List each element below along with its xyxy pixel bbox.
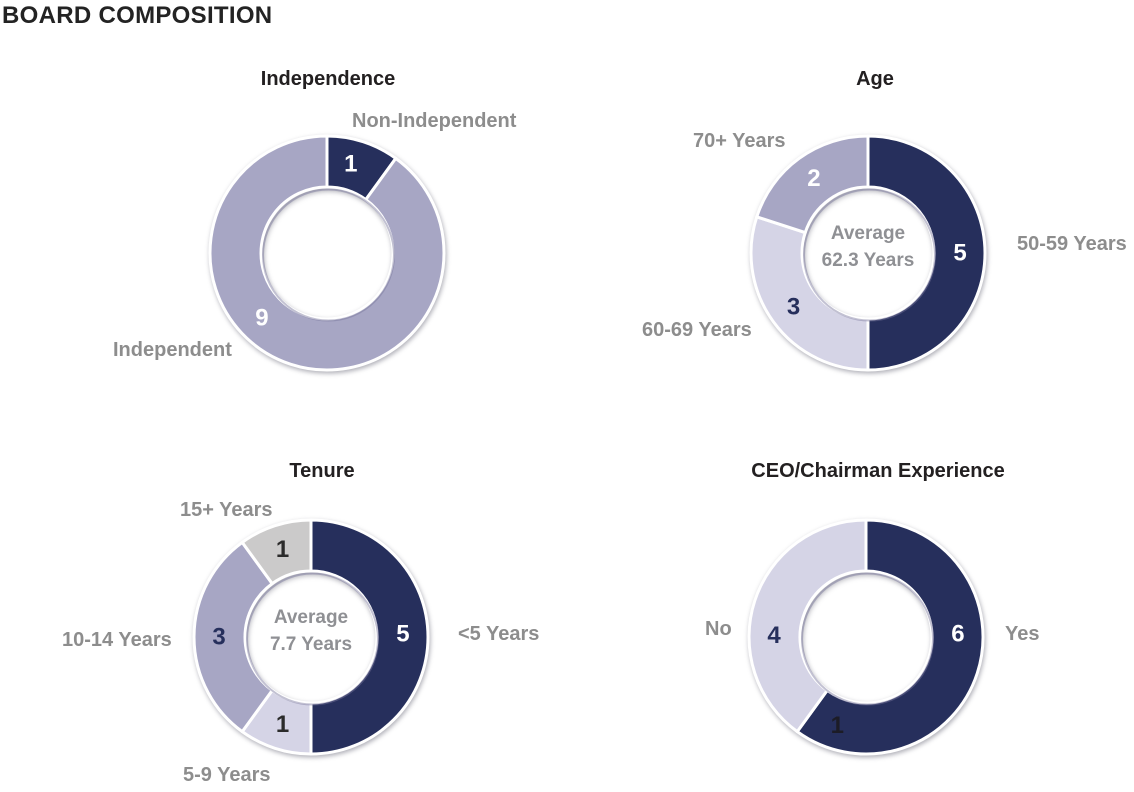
chart-title: Age [856, 68, 894, 90]
category-label-yes: Yes [1005, 623, 1040, 645]
donut-chart: 5 3 2 Average 62.3 Years [749, 134, 987, 372]
chart-title: CEO/Chairman Experience [751, 460, 1005, 482]
donut-segment-no [747, 518, 868, 734]
category-label-15-years: 15+ Years [180, 499, 273, 521]
segment-value-label: 6 [951, 620, 964, 647]
chart-title: Independence [260, 68, 396, 90]
donut-segment-10-14-years [192, 540, 274, 734]
segment-value-label: 1 [831, 712, 844, 739]
center-label: Average 7.7 Years [270, 607, 352, 655]
category-label-non-independent: Non-Independent [352, 110, 517, 132]
category-label-70-years: 70+ Years [693, 130, 786, 152]
category-label-5-9-years: 5-9 Years [183, 764, 271, 786]
category-label-5-years: <5 Years [458, 623, 540, 645]
chart-title: Tenure [289, 460, 355, 482]
donut-segment-50-59-years [866, 134, 987, 372]
segment-value-label: 1 [276, 711, 289, 738]
hole-rim-shading [801, 572, 934, 706]
donut-segment-15-years [240, 518, 313, 586]
chart-independence: 1 9 Independence Non-Independent Independent [113, 69, 516, 388]
donut-chart: 5 1 3 1 Average 7.7 Years [192, 518, 430, 756]
category-label-independent: Independent [113, 339, 232, 361]
category-label-no: No [705, 618, 732, 640]
donut-segment-independent [208, 134, 446, 372]
hole-rim-shading [803, 188, 936, 322]
donut-segment-60-69-years [749, 215, 870, 372]
segment-value-label: 9 [255, 305, 268, 332]
segment-value-label: 2 [807, 165, 820, 192]
category-label-50-59-years: 50-59 Years [1017, 233, 1127, 255]
page-title: BOARD COMPOSITION [2, 2, 273, 29]
segment-value-label: 3 [212, 624, 225, 651]
donut-segment-yes [795, 518, 985, 756]
segment-value-label: 1 [344, 151, 357, 178]
center-label: Average 62.3 Years [822, 223, 915, 271]
category-label-60-69-years: 60-69 Years [642, 319, 752, 341]
donut-chart: 6 4 1 [747, 518, 985, 756]
hole-rim-shading [262, 188, 395, 322]
chart-tenure: 5 1 3 1 Average 7.7 Years Tenure 15+ Years 10-14… [62, 461, 539, 785]
category-label-10-14-years: 10-14 Years [62, 629, 172, 651]
segment-value-label: 5 [953, 240, 966, 267]
segment-value-label: 1 [276, 536, 289, 563]
segment-value-label: 3 [787, 294, 800, 321]
chart-age: 5 3 2 Average 62.3 Years Age 70+ Years 50-59 Ye… [642, 69, 1127, 388]
hole-rim-shading [246, 572, 379, 706]
donut-segment-70-years [755, 134, 870, 235]
donut-chart: 19 [208, 134, 446, 372]
segment-value-label: 5 [396, 620, 409, 647]
chart-ceo-chairman-experience: 6 4 1 CEO/Chairman Experience No Yes [705, 461, 1039, 772]
segment-value-label: 4 [767, 622, 781, 649]
donut-segment-5-years [309, 518, 430, 756]
